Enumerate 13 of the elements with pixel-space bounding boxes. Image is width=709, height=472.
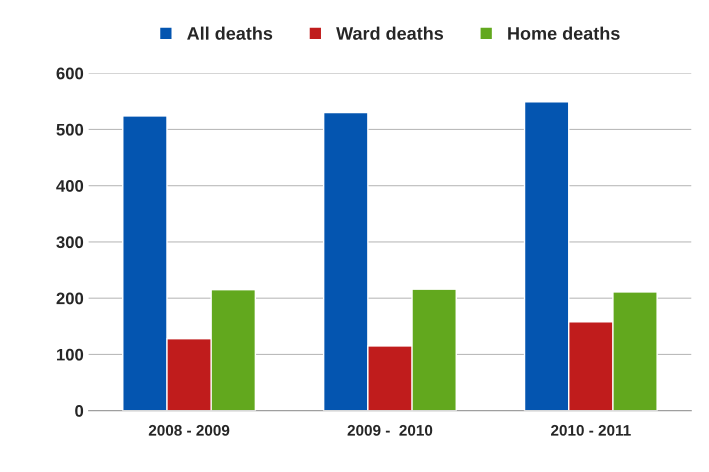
legend-label: Home deaths [508, 26, 620, 40]
y-tick-label: 200 [56, 292, 84, 304]
y-tick-label: 0 [75, 405, 84, 417]
x-tick-label: 2009 - 2010 [348, 424, 432, 436]
legend-label: Ward deaths [336, 26, 444, 40]
legend-label: All deaths [187, 26, 272, 40]
x-tick-label: 2010 - 2011 [551, 424, 631, 436]
y-tick-label: 500 [56, 124, 84, 136]
y-tick-label: 400 [56, 180, 84, 192]
y-tick-label: 300 [56, 236, 84, 248]
x-tick-label: 2008 - 2009 [148, 424, 230, 436]
y-tick-label: 600 [56, 68, 84, 80]
y-tick-label: 100 [57, 348, 84, 361]
